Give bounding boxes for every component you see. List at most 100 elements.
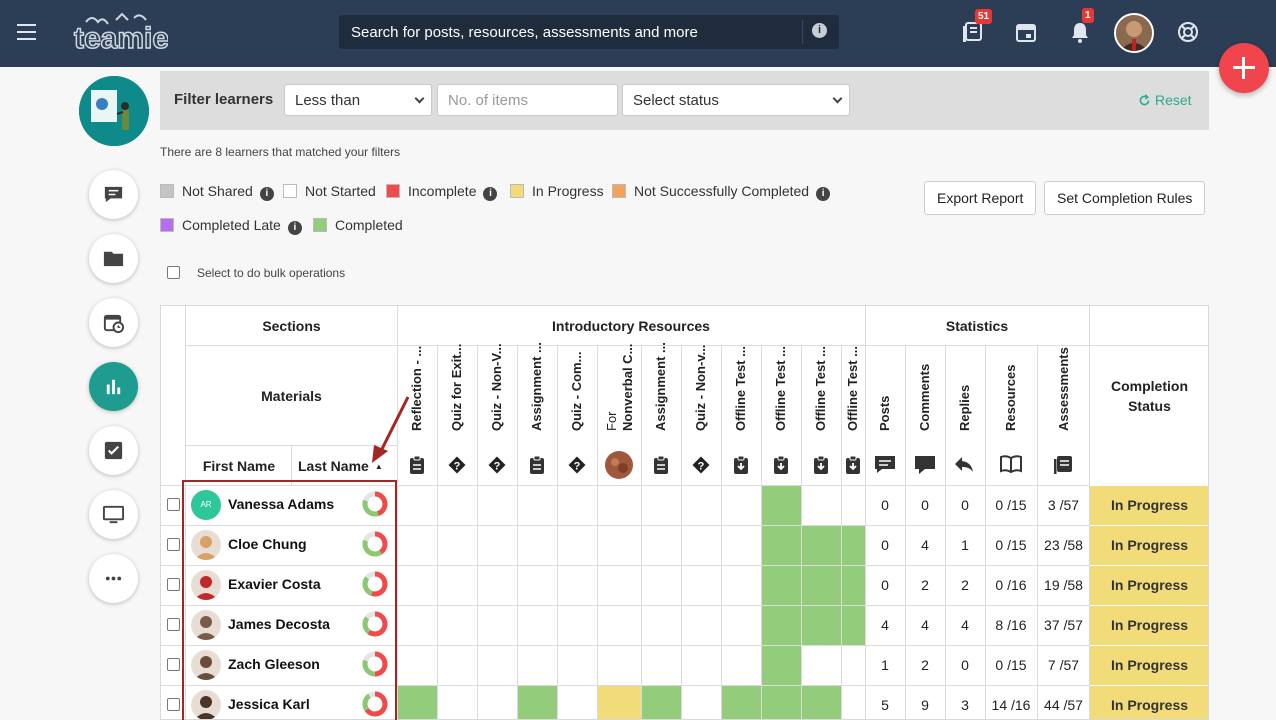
calendar-icon[interactable] (1014, 20, 1038, 44)
material-title[interactable]: Quiz - Non-v... (681, 345, 721, 446)
sidebar-gradebook-button[interactable] (89, 362, 138, 411)
row-select-checkbox[interactable] (167, 698, 180, 711)
progress-donut[interactable] (361, 490, 389, 518)
assignment-icon[interactable] (407, 455, 429, 477)
progress-donut[interactable] (361, 530, 389, 558)
status-cell[interactable] (802, 566, 841, 605)
user-avatar[interactable] (1114, 13, 1154, 53)
learner-name[interactable]: Vanessa Adams (228, 496, 335, 512)
sidebar-more-button[interactable] (89, 554, 138, 603)
assignment-icon[interactable] (527, 455, 549, 477)
avatar[interactable] (191, 650, 221, 680)
material-title[interactable]: Quiz - Com... (557, 346, 597, 446)
quiz-icon[interactable]: ? (447, 455, 469, 477)
material-title[interactable]: Quiz - Non-V... (477, 343, 517, 446)
status-cell[interactable] (518, 686, 557, 719)
row-select-checkbox[interactable] (167, 658, 180, 671)
status-cell[interactable] (762, 486, 801, 525)
status-cell[interactable] (842, 566, 865, 605)
material-title[interactable]: Offline Test ... (841, 346, 865, 446)
status-cell[interactable] (762, 526, 801, 565)
quiz-icon[interactable]: ? (487, 455, 509, 477)
material-title[interactable]: For Nonverbal C... (597, 344, 641, 446)
status-cell[interactable] (722, 686, 761, 719)
completion-status-badge: In Progress (1090, 646, 1208, 685)
progress-donut[interactable] (361, 570, 389, 598)
status-select[interactable]: Select status (622, 84, 850, 116)
status-cell[interactable] (762, 566, 801, 605)
material-title[interactable]: Assignment ... (641, 342, 681, 446)
sidebar-tasks-button[interactable] (89, 426, 138, 475)
avatar[interactable] (191, 530, 221, 560)
notifications-bell-icon[interactable] (1068, 20, 1092, 44)
avatar[interactable] (191, 690, 221, 719)
sidebar-folder-button[interactable] (89, 234, 138, 283)
items-count-input[interactable]: No. of items (437, 84, 618, 116)
help-lifebuoy-icon[interactable] (1176, 20, 1200, 44)
learner-name[interactable]: Cloe Chung (228, 536, 307, 552)
set-completion-rules-button[interactable]: Set Completion Rules (1044, 181, 1206, 215)
status-cell[interactable] (598, 686, 641, 719)
progress-donut[interactable] (361, 690, 389, 718)
quiz-icon[interactable]: ? (691, 455, 713, 477)
first-name-header[interactable]: First Name (202, 458, 276, 474)
row-select-checkbox[interactable] (167, 538, 180, 551)
menu-icon[interactable] (17, 24, 36, 40)
avatar[interactable] (191, 610, 221, 640)
add-fab-button[interactable] (1219, 43, 1269, 93)
image-thumbnail[interactable] (605, 451, 633, 479)
status-cell[interactable] (762, 686, 801, 719)
status-cell[interactable] (842, 526, 865, 565)
material-title[interactable]: Offline Test ... (721, 346, 761, 446)
progress-donut[interactable] (361, 610, 389, 638)
offline-test-icon[interactable] (731, 455, 753, 477)
row-select-checkbox[interactable] (167, 578, 180, 591)
bulk-select-checkbox[interactable] (167, 266, 180, 279)
learner-name[interactable]: Zach Gleeson (228, 656, 320, 672)
avatar[interactable]: AR (191, 490, 221, 520)
sidebar-classroom-button[interactable] (89, 490, 138, 539)
sidebar-posts-button[interactable] (89, 170, 138, 219)
sidebar-schedule-button[interactable] (89, 298, 138, 347)
status-cell[interactable] (762, 606, 801, 645)
offline-test-icon[interactable] (811, 455, 833, 477)
offline-test-icon[interactable] (843, 455, 865, 477)
stat-column-title: Posts (865, 346, 905, 446)
material-title[interactable]: Offline Test ... (801, 346, 841, 446)
grid-line (185, 306, 186, 719)
reset-button[interactable]: Reset (1138, 92, 1192, 108)
last-name-header[interactable]: Last Name ▲ (292, 458, 397, 474)
status-cell[interactable] (842, 606, 865, 645)
learner-name[interactable]: Exavier Costa (228, 576, 321, 592)
material-title[interactable]: Offline Test ... (761, 346, 801, 446)
learner-name[interactable]: James Decosta (228, 616, 330, 632)
info-icon[interactable]: i (483, 187, 498, 201)
comparison-select[interactable]: Less than (284, 84, 432, 116)
quiz-icon[interactable]: ? (567, 455, 589, 477)
status-cell[interactable] (802, 686, 841, 719)
status-cell[interactable] (802, 606, 841, 645)
status-cell[interactable] (642, 686, 681, 719)
learner-name[interactable]: Jessica Karl (228, 696, 310, 712)
search-bar[interactable]: Search for posts, resources, assessments… (339, 15, 839, 49)
course-thumbnail[interactable] (79, 76, 149, 146)
export-report-button[interactable]: Export Report (924, 181, 1037, 215)
material-title[interactable]: Quiz for Exit... (437, 344, 477, 446)
info-icon[interactable]: i (816, 187, 831, 201)
status-cell[interactable] (802, 526, 841, 565)
assignment-icon[interactable] (651, 455, 673, 477)
reset-label: Reset (1155, 92, 1192, 108)
row-select-checkbox[interactable] (167, 498, 180, 511)
teamie-logo[interactable]: teamie (72, 10, 168, 54)
avatar[interactable] (191, 570, 221, 600)
status-cell[interactable] (762, 646, 801, 685)
row-select-checkbox[interactable] (167, 618, 180, 631)
progress-donut[interactable] (361, 650, 389, 678)
offline-test-icon[interactable] (771, 455, 793, 477)
status-cell[interactable] (398, 686, 437, 719)
material-title[interactable]: Assignment ... (517, 342, 557, 446)
info-icon[interactable]: i (287, 221, 302, 235)
resources-icon[interactable] (961, 20, 985, 44)
info-icon[interactable]: i (812, 23, 827, 38)
info-icon[interactable]: i (259, 187, 274, 201)
